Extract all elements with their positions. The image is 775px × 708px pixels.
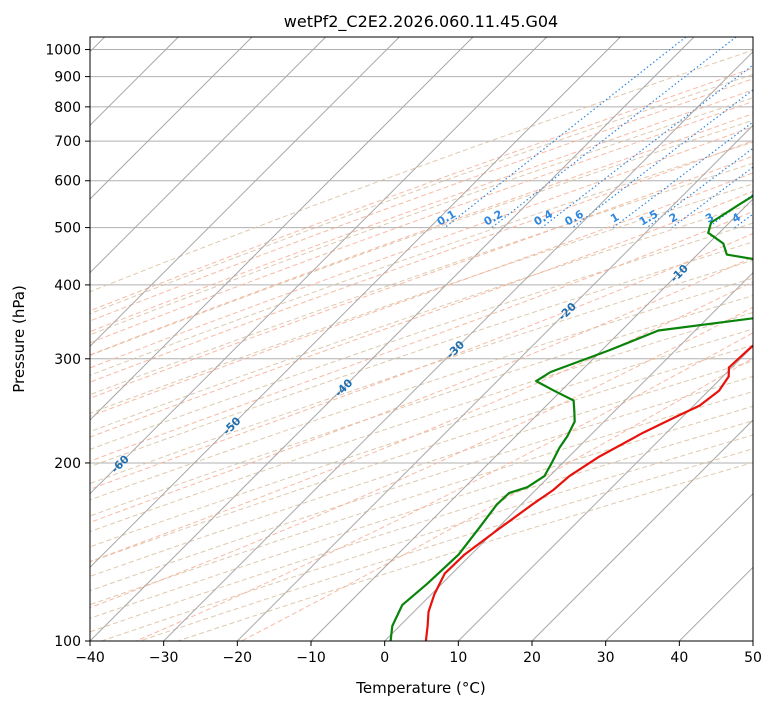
- skewed-isotherm: [531, 419, 753, 641]
- skewed-isotherm: [310, 198, 753, 641]
- skewed-isotherm: [163, 50, 753, 641]
- x-tick-label: 10: [449, 650, 467, 666]
- dry-adiabat: [90, 49, 753, 293]
- chart-title: wetPf2_C2E2.2026.060.11.45.G04: [284, 12, 558, 32]
- x-axis-title: Temperature (°C): [355, 679, 485, 697]
- mixing-ratio-lines: [444, 37, 753, 229]
- y-axis-title: Pressure (hPa): [10, 285, 28, 393]
- moist-adiabat: [90, 100, 753, 344]
- y-tick-label: 100: [54, 634, 81, 650]
- y-tick-label: 200: [54, 456, 81, 472]
- dry-adiabat: [90, 222, 753, 450]
- y-tick-label: 1000: [45, 43, 81, 59]
- dry-adiabat: [90, 328, 753, 548]
- skewed-isotherm: [605, 492, 753, 641]
- profile-lines: [389, 194, 753, 641]
- x-tick-label: 20: [523, 650, 541, 666]
- mixing-ratio-line: [572, 89, 753, 229]
- skewed-isotherm: [90, 37, 695, 641]
- skewed-isotherm: [457, 345, 753, 641]
- x-tick-label: −10: [296, 650, 326, 666]
- skewed-isotherms: [90, 37, 753, 641]
- dry-adiabat: [90, 277, 753, 501]
- skewed-isotherm: [90, 37, 621, 569]
- x-tick-label: 30: [597, 650, 615, 666]
- x-tick-label: −40: [75, 650, 105, 666]
- x-tick-label: −30: [149, 650, 179, 666]
- moist-adiabat: [90, 172, 753, 417]
- y-tick-label: 900: [54, 70, 81, 86]
- skewed-isotherm: [90, 37, 400, 348]
- skewed-isotherm: [90, 37, 253, 200]
- moist-adiabat: [90, 256, 753, 523]
- moist-adiabat: [90, 306, 753, 609]
- plot-frame: [89, 36, 754, 642]
- moist-adiabat: [90, 281, 753, 563]
- moist-adiabat: [90, 232, 753, 490]
- skewed-isotherm: [90, 37, 548, 495]
- dry-adiabat: [90, 141, 753, 376]
- moist-adiabat: [90, 190, 753, 438]
- y-tick-label: 500: [54, 221, 81, 237]
- temperature-line: [424, 344, 753, 641]
- skewed-isotherm: [90, 37, 474, 421]
- dry-adiabat: [90, 203, 753, 433]
- y-tick-label: 300: [54, 352, 81, 368]
- y-tick-label: 800: [54, 100, 81, 116]
- dewpoint-line: [389, 194, 753, 641]
- dry-adiabat: [90, 391, 753, 606]
- y-tick-label: 400: [54, 278, 81, 294]
- y-axis-ticks: 100 200 300 400 500 600 700 800 900 1000: [45, 43, 90, 650]
- x-tick-label: −20: [223, 650, 253, 666]
- dry-adiabat: [90, 162, 753, 396]
- skewed-isotherm: [236, 124, 753, 641]
- dry-adiabat: [90, 311, 753, 533]
- dry-adiabat: [90, 97, 753, 336]
- x-tick-label: 0: [380, 650, 389, 666]
- skewed-isotherm: [90, 37, 327, 274]
- mixing-ratio-line: [671, 166, 753, 229]
- x-tick-label: 40: [670, 650, 688, 666]
- moist-adiabat: [90, 210, 753, 462]
- dry-adiabat: [90, 360, 753, 577]
- dry-adiabat: [90, 344, 753, 563]
- x-axis-ticks: −40 −30 −20 −10 0 10 20 30 40 50: [75, 641, 762, 666]
- mixing-ratio-line: [541, 64, 753, 229]
- dry-adiabat: [90, 375, 753, 592]
- y-tick-label: 600: [54, 174, 81, 190]
- moist-adiabat: [90, 155, 753, 399]
- dry-adiabat: [90, 241, 753, 468]
- moist-adiabat: [241, 357, 753, 641]
- x-tick-label: 50: [744, 650, 762, 666]
- dry-adiabat: [90, 294, 753, 517]
- y-tick-label: 700: [54, 134, 81, 150]
